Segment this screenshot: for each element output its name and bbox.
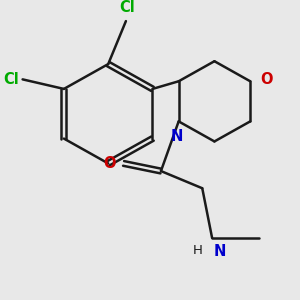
Text: N: N bbox=[214, 244, 226, 259]
Text: H: H bbox=[192, 244, 202, 256]
Text: Cl: Cl bbox=[119, 0, 135, 15]
Text: O: O bbox=[103, 156, 116, 171]
Text: O: O bbox=[260, 72, 272, 87]
Text: Cl: Cl bbox=[3, 72, 19, 87]
Text: N: N bbox=[170, 129, 183, 144]
